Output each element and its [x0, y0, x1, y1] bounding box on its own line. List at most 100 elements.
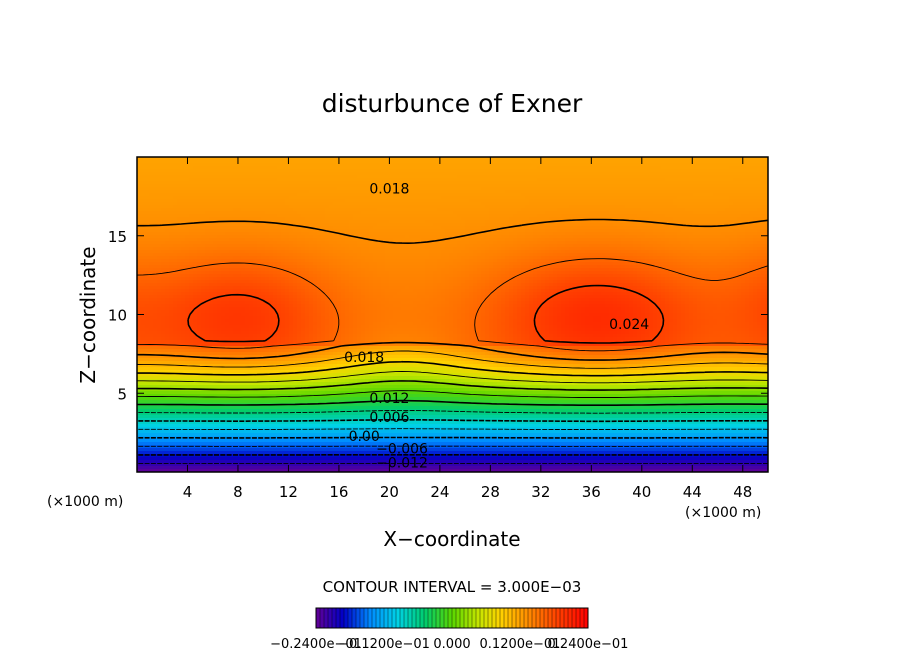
- contour-fill-cell: [733, 175, 738, 179]
- contour-fill-cell: [673, 178, 678, 182]
- contour-fill-cell: [305, 193, 310, 197]
- contour-fill-cell: [437, 166, 442, 170]
- contour-fill-cell: [537, 184, 542, 188]
- contour-fill-cell: [137, 184, 142, 188]
- contour-fill-cell: [285, 181, 290, 185]
- contour-fill-cell: [545, 202, 550, 206]
- contour-fill-cell: [713, 157, 718, 161]
- contour-fill-cell: [213, 202, 218, 206]
- contour-fill-cell: [213, 160, 218, 164]
- contour-fill-cell: [733, 199, 738, 203]
- contour-fill-cell: [465, 181, 470, 185]
- contour-fill-cell: [297, 187, 302, 191]
- contour-fill-cell: [741, 163, 746, 167]
- contour-fill-cell: [169, 157, 174, 161]
- contour-fill-cell: [329, 205, 334, 209]
- contour-fill-cell: [369, 178, 374, 182]
- contour-fill-cell: [297, 184, 302, 188]
- contour-fill-cell: [701, 166, 706, 170]
- contour-fill-cell: [209, 178, 214, 182]
- contour-fill-cell: [733, 169, 738, 173]
- contour-fill-cell: [713, 187, 718, 191]
- contour-fill-cell: [485, 157, 490, 161]
- contour-fill-cell: [301, 166, 306, 170]
- contour-fill-cell: [313, 205, 318, 209]
- contour-fill-cell: [225, 178, 230, 182]
- contour-fill-cell: [377, 166, 382, 170]
- contour-fill-cell: [325, 178, 330, 182]
- contour-fill-cell: [753, 187, 758, 191]
- contour-fill-cell: [737, 187, 742, 191]
- contour-fill-cell: [609, 169, 614, 173]
- contour-fill-cell: [137, 187, 142, 191]
- contour-fill-cell: [737, 199, 742, 203]
- contour-fill-cell: [545, 205, 550, 209]
- contour-fill-cell: [621, 181, 626, 185]
- contour-fill-cell: [429, 169, 434, 173]
- contour-fill-cell: [261, 175, 266, 179]
- contour-fill-cell: [393, 196, 398, 200]
- contour-fill-cell: [273, 181, 278, 185]
- contour-fill-cell: [241, 196, 246, 200]
- contour-fill-cell: [329, 199, 334, 203]
- contour-fill-cell: [737, 160, 742, 164]
- contour-fill-cell: [245, 163, 250, 167]
- contour-fill-cell: [185, 199, 190, 203]
- contour-fill-cell: [661, 184, 666, 188]
- contour-fill-cell: [633, 169, 638, 173]
- contour-fill-cell: [577, 187, 582, 191]
- contour-fill-cell: [273, 199, 278, 203]
- contour-fill-cell: [553, 187, 558, 191]
- contour-fill-cell: [353, 190, 358, 194]
- contour-fill-cell: [729, 199, 734, 203]
- contour-fill-cell: [677, 169, 682, 173]
- contour-fill-cell: [457, 169, 462, 173]
- contour-fill-cell: [197, 193, 202, 197]
- contour-fill-cell: [201, 190, 206, 194]
- contour-fill-cell: [589, 187, 594, 191]
- contour-fill-cell: [721, 160, 726, 164]
- contour-fill-cell: [629, 163, 634, 167]
- contour-fill-cell: [753, 166, 758, 170]
- contour-fill-cell: [365, 193, 370, 197]
- contour-fill-cell: [165, 202, 170, 206]
- contour-fill-cell: [725, 175, 730, 179]
- contour-fill-cell: [493, 187, 498, 191]
- contour-fill-cell: [321, 181, 326, 185]
- contour-fill-cell: [569, 181, 574, 185]
- contour-fill-cell: [413, 202, 418, 206]
- contour-fill-cell: [757, 196, 762, 200]
- contour-fill-cell: [465, 196, 470, 200]
- contour-fill-cell: [345, 166, 350, 170]
- contour-fill-cell: [225, 199, 230, 203]
- contour-fill-cell: [529, 190, 534, 194]
- contour-fill-cell: [189, 184, 194, 188]
- contour-fill-cell: [397, 163, 402, 167]
- contour-fill-cell: [445, 160, 450, 164]
- contour-fill-cell: [529, 196, 534, 200]
- contour-fill-cell: [473, 166, 478, 170]
- contour-fill-cell: [233, 190, 238, 194]
- contour-fill-cell: [665, 157, 670, 161]
- contour-fill-cell: [557, 202, 562, 206]
- contour-fill-cell: [497, 163, 502, 167]
- contour-fill-cell: [713, 181, 718, 185]
- contour-fill-cell: [365, 187, 370, 191]
- contour-fill-cell: [217, 175, 222, 179]
- contour-fill-cell: [401, 166, 406, 170]
- contour-fill-cell: [205, 202, 210, 206]
- contour-fill-cell: [673, 187, 678, 191]
- contour-fill-cell: [589, 202, 594, 206]
- contour-fill-cell: [581, 178, 586, 182]
- contour-fill-cell: [473, 205, 478, 209]
- contour-fill-cell: [541, 169, 546, 173]
- contour-fill-cell: [281, 190, 286, 194]
- contour-fill-cell: [481, 157, 486, 161]
- contour-fill-cell: [325, 160, 330, 164]
- contour-fill-cell: [681, 202, 686, 206]
- contour-fill-cell: [441, 187, 446, 191]
- contour-fill-cell: [657, 178, 662, 182]
- contour-fill-cell: [737, 175, 742, 179]
- contour-fill-cell: [389, 157, 394, 161]
- contour-fill-cell: [137, 166, 142, 170]
